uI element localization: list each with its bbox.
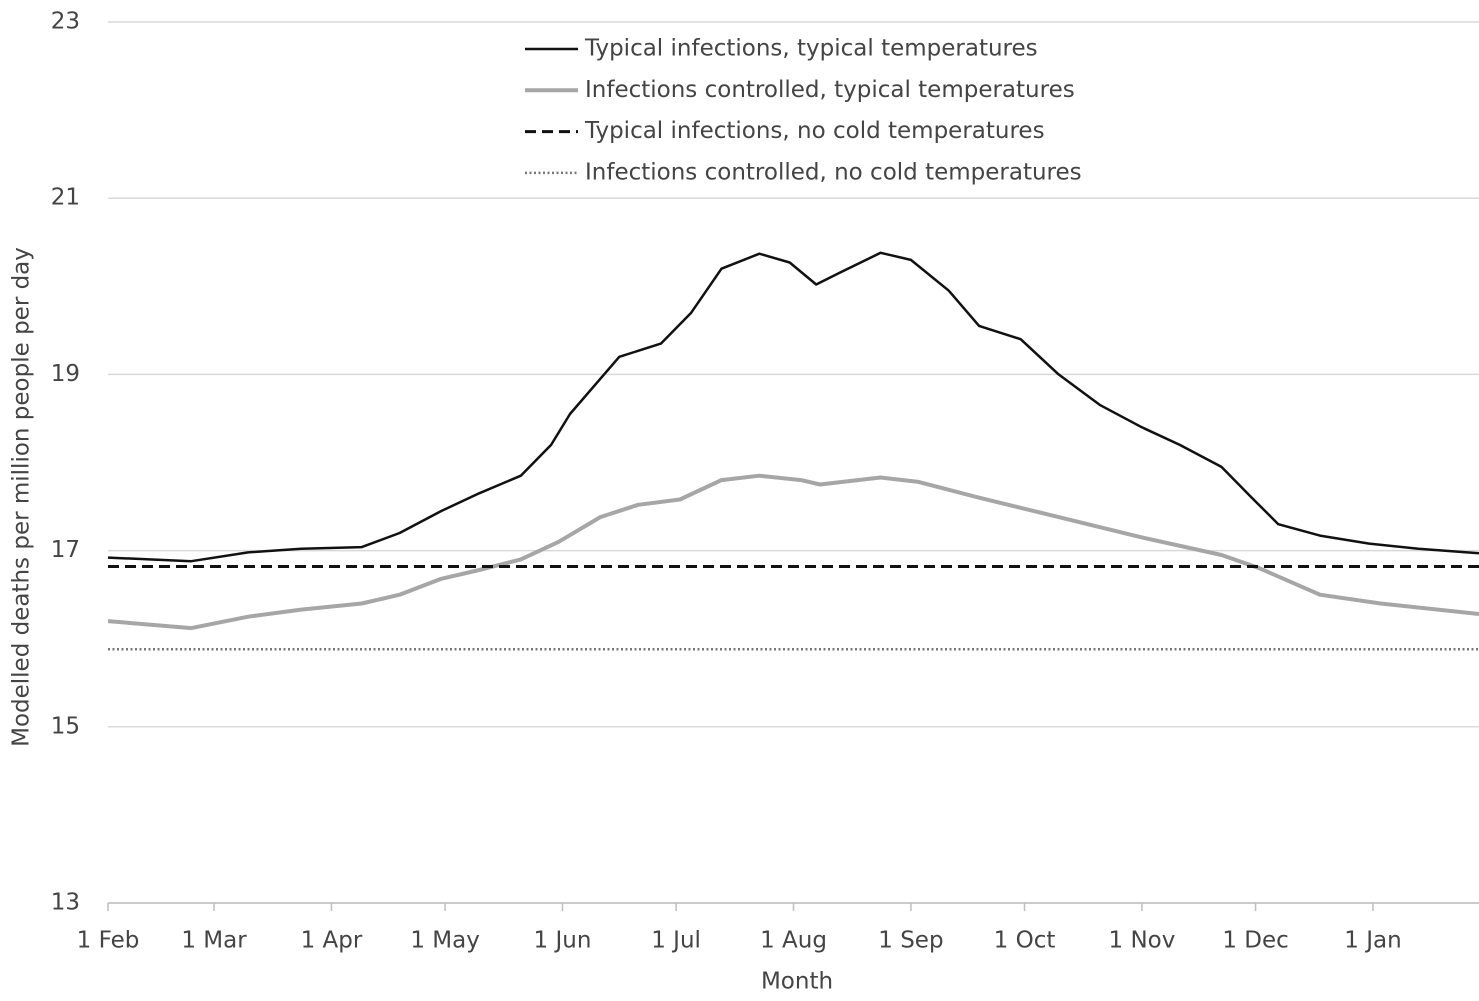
series-line (107, 251, 1479, 563)
y-tick-label: 15 (51, 713, 80, 739)
x-tick-label: 1 Jul (651, 928, 701, 954)
legend-label: Typical infections, no cold temperatures (584, 118, 1045, 144)
x-tick-label: 1 Apr (301, 928, 363, 954)
x-axis-label: Month (761, 969, 833, 995)
x-tick-label: 1 May (410, 928, 480, 954)
x-tick-label: 1 Oct (994, 928, 1056, 954)
y-tick-label: 21 (51, 185, 80, 211)
legend-label: Infections controlled, typical temperatu… (585, 77, 1075, 103)
x-tick-label: 1 Aug (760, 928, 827, 954)
y-tick-label: 17 (51, 537, 80, 563)
x-tick-label: 1 Dec (1222, 928, 1288, 954)
x-tick-label: 1 Feb (77, 928, 140, 954)
y-tick-label: 19 (51, 361, 80, 387)
x-tick-label: 1 Sep (878, 928, 943, 954)
x-tick-label: 1 Mar (181, 928, 247, 954)
y-axis-label: Modelled deaths per million people per d… (9, 247, 35, 747)
y-tick-label: 13 (51, 890, 80, 916)
y-tick-label: 23 (51, 9, 80, 35)
legend-label: Infections controlled, no cold temperatu… (585, 159, 1082, 185)
x-tick-label: 1 Jun (534, 928, 592, 954)
legend-label: Typical infections, typical temperatures (584, 36, 1038, 62)
series-line (107, 473, 1479, 631)
x-tick-label: 1 Jan (1344, 928, 1401, 954)
x-tick-label: 1 Nov (1109, 928, 1176, 954)
